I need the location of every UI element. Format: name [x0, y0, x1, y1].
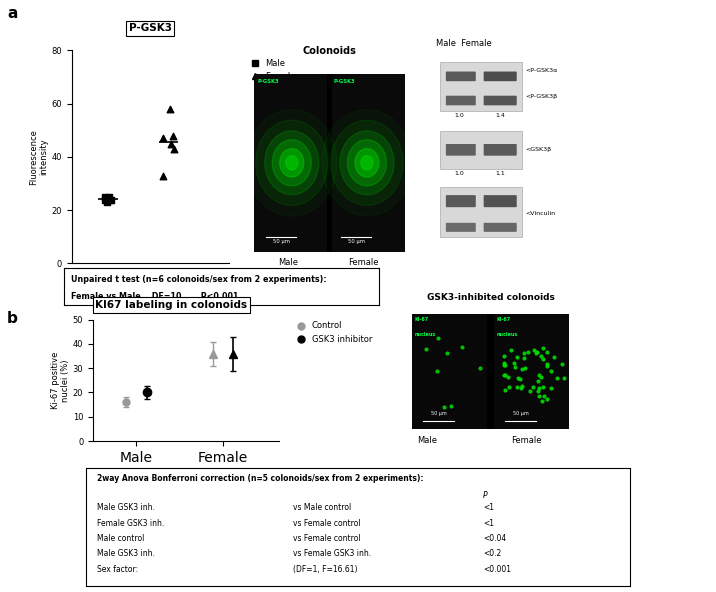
Point — [164, 104, 175, 114]
Point — [100, 195, 111, 204]
Text: <P-GSK3α: <P-GSK3α — [526, 68, 558, 73]
Text: vs Female control: vs Female control — [293, 519, 360, 527]
Y-axis label: Ki-67 positive
nuclei (%): Ki-67 positive nuclei (%) — [51, 352, 70, 409]
Text: Male: Male — [417, 436, 437, 445]
Polygon shape — [331, 120, 403, 205]
Legend: Control, GSK3 inhibitor: Control, GSK3 inhibitor — [293, 321, 372, 343]
Text: Male control: Male control — [97, 534, 144, 543]
Text: Sex factor:: Sex factor: — [97, 565, 138, 574]
Bar — [440, 187, 522, 237]
Bar — [440, 131, 522, 169]
Text: P: P — [483, 491, 488, 500]
Polygon shape — [361, 156, 373, 170]
Text: <P-GSK3β: <P-GSK3β — [526, 94, 558, 99]
Text: <0.04: <0.04 — [483, 534, 506, 543]
Text: KI67 labeling in colonoids: KI67 labeling in colonoids — [95, 300, 247, 310]
Polygon shape — [340, 131, 394, 195]
FancyBboxPatch shape — [484, 144, 517, 156]
Bar — [493, 314, 569, 429]
Text: <1: <1 — [483, 519, 494, 527]
Text: 1.0: 1.0 — [455, 171, 464, 176]
Text: <0.2: <0.2 — [483, 549, 501, 558]
Text: vs Female GSK3 inh.: vs Female GSK3 inh. — [293, 549, 371, 558]
Point — [168, 131, 179, 140]
Polygon shape — [256, 120, 328, 205]
Polygon shape — [347, 140, 387, 186]
Bar — [412, 314, 488, 429]
Legend: Male, Female: Male, Female — [246, 59, 296, 81]
Text: 50 µm: 50 µm — [273, 240, 290, 244]
Text: P-GSK3: P-GSK3 — [334, 79, 356, 84]
Text: nucleus: nucleus — [497, 332, 518, 337]
Text: 50 µm: 50 µm — [513, 411, 528, 416]
Text: <Vinculin: <Vinculin — [526, 211, 556, 215]
Text: Male GSK3 inh.: Male GSK3 inh. — [97, 503, 155, 512]
FancyBboxPatch shape — [446, 195, 475, 207]
Text: 2way Anova Bonferroni correction (n=5 colonoids/sex from 2 experiments):: 2way Anova Bonferroni correction (n=5 co… — [97, 474, 423, 482]
Text: 1.1: 1.1 — [495, 171, 505, 176]
Text: Female vs Male    DF=10       P<0.001: Female vs Male DF=10 P<0.001 — [71, 292, 238, 301]
Text: b: b — [7, 311, 18, 326]
Text: Ki-67: Ki-67 — [497, 317, 511, 322]
Text: P-GSK3: P-GSK3 — [129, 23, 172, 33]
Point — [157, 170, 168, 180]
Text: GSK3-inhibited colonoids: GSK3-inhibited colonoids — [427, 293, 554, 302]
Point — [101, 197, 112, 207]
Bar — [254, 74, 327, 252]
FancyBboxPatch shape — [484, 72, 517, 81]
Text: 1.4: 1.4 — [495, 112, 505, 118]
Text: Male  Female: Male Female — [436, 39, 492, 48]
Point — [158, 133, 169, 143]
Polygon shape — [265, 131, 319, 195]
FancyBboxPatch shape — [446, 96, 475, 105]
Text: Female GSK3 inh.: Female GSK3 inh. — [97, 519, 164, 527]
Point — [168, 144, 180, 153]
FancyBboxPatch shape — [446, 144, 475, 156]
Polygon shape — [286, 156, 298, 170]
Text: (DF=1, F=16.61): (DF=1, F=16.61) — [293, 565, 357, 574]
Text: <0.001: <0.001 — [483, 565, 511, 574]
Text: <GSK3β: <GSK3β — [526, 147, 551, 152]
Point — [105, 195, 117, 204]
Point — [100, 192, 111, 201]
Polygon shape — [322, 110, 412, 216]
Y-axis label: Fluorescence
intensity: Fluorescence intensity — [29, 129, 49, 185]
Bar — [332, 74, 405, 252]
Text: Female: Female — [349, 258, 379, 266]
FancyBboxPatch shape — [446, 223, 475, 232]
Text: Unpaired t test (n=6 colonoids/sex from 2 experiments):: Unpaired t test (n=6 colonoids/sex from … — [71, 275, 326, 284]
Text: Ki-67: Ki-67 — [415, 317, 429, 322]
Text: <1: <1 — [483, 503, 494, 512]
Text: 50 µm: 50 µm — [430, 411, 446, 416]
Polygon shape — [247, 110, 337, 216]
Text: Female: Female — [511, 436, 541, 445]
Point — [103, 192, 115, 201]
Polygon shape — [355, 149, 379, 177]
Text: 50 µm: 50 µm — [348, 240, 365, 244]
Text: Colonoids: Colonoids — [302, 46, 357, 56]
Polygon shape — [272, 140, 311, 186]
Polygon shape — [280, 149, 304, 177]
FancyBboxPatch shape — [484, 223, 517, 232]
Text: vs Female control: vs Female control — [293, 534, 360, 543]
Text: P-GSK3: P-GSK3 — [257, 79, 279, 84]
Text: Male GSK3 inh.: Male GSK3 inh. — [97, 549, 155, 558]
Bar — [440, 62, 522, 111]
FancyBboxPatch shape — [484, 195, 517, 207]
FancyBboxPatch shape — [484, 96, 517, 105]
Text: vs Male control: vs Male control — [293, 503, 351, 512]
Point — [165, 139, 177, 148]
Text: nucleus: nucleus — [415, 332, 436, 337]
Text: 1.0: 1.0 — [455, 112, 464, 118]
Text: a: a — [7, 6, 17, 21]
Text: Male: Male — [279, 258, 299, 266]
FancyBboxPatch shape — [446, 72, 475, 81]
Point — [104, 195, 115, 204]
